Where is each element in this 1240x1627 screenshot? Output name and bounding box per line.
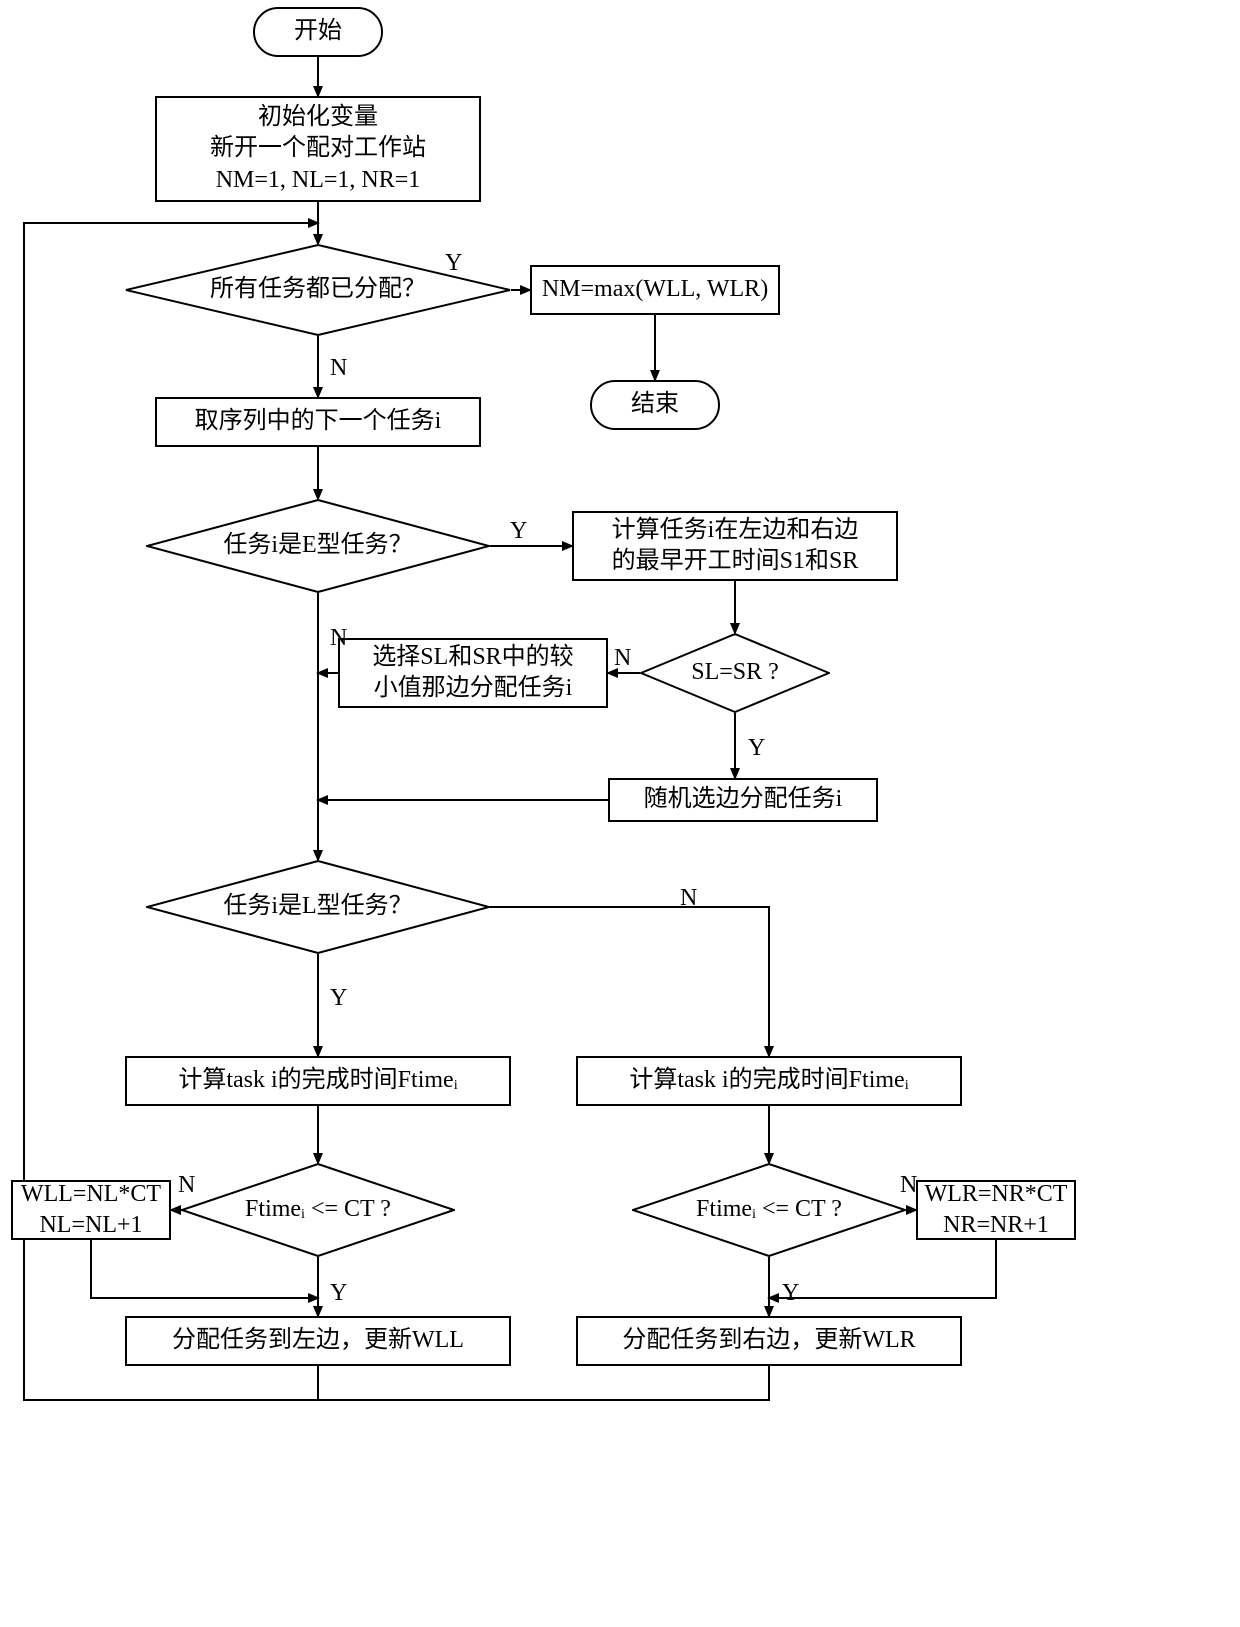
process-wll_box: WLL=NL*CT NL=NL+1 bbox=[11, 1180, 171, 1240]
terminal-start: 开始 bbox=[253, 7, 383, 57]
decision-label: Ftimeᵢ <= CT ? bbox=[632, 1163, 906, 1257]
process-calc_ft_l: 计算task i的完成时间Ftimeᵢ bbox=[125, 1056, 511, 1106]
decision-ft_ct_l: Ftimeᵢ <= CT ? bbox=[181, 1163, 455, 1257]
decision-label: 任务i是L型任务？ bbox=[146, 860, 490, 954]
process-random: 随机选边分配任务i bbox=[608, 778, 878, 822]
edge-label: Y bbox=[782, 1280, 799, 1307]
process-assign_l: 分配任务到左边，更新WLL bbox=[125, 1316, 511, 1366]
edge-label: Y bbox=[748, 735, 765, 762]
process-calc_ft_r: 计算task i的完成时间Ftimeᵢ bbox=[576, 1056, 962, 1106]
edge-label: N bbox=[178, 1172, 195, 1199]
edge-label: Y bbox=[445, 250, 462, 277]
process-next_task: 取序列中的下一个任务i bbox=[155, 397, 481, 447]
edge-label: Y bbox=[330, 985, 347, 1012]
process-wlr_box: WLR=NR*CT NR=NR+1 bbox=[916, 1180, 1076, 1240]
process-calc_s1sr: 计算任务i在左边和右边 的最早开工时间S1和SR bbox=[572, 511, 898, 581]
decision-sl_eq_sr: SL=SR ? bbox=[640, 633, 830, 713]
decision-label: 任务i是E型任务？ bbox=[146, 499, 490, 593]
decision-is_l: 任务i是L型任务？ bbox=[146, 860, 490, 954]
edge-label: Y bbox=[510, 518, 527, 545]
terminal-end: 结束 bbox=[590, 380, 720, 430]
process-nm_max: NM=max(WLL, WLR) bbox=[530, 265, 780, 315]
process-assign_r: 分配任务到右边，更新WLR bbox=[576, 1316, 962, 1366]
decision-label: Ftimeᵢ <= CT ? bbox=[181, 1163, 455, 1257]
edge-label: N bbox=[614, 645, 631, 672]
decision-is_e: 任务i是E型任务？ bbox=[146, 499, 490, 593]
decision-ft_ct_r: Ftimeᵢ <= CT ? bbox=[632, 1163, 906, 1257]
edge-label: N bbox=[680, 885, 697, 912]
decision-label: SL=SR ? bbox=[640, 633, 830, 713]
process-pick_small: 选择SL和SR中的较 小值那边分配任务i bbox=[338, 638, 608, 708]
edge-label: Y bbox=[330, 1280, 347, 1307]
edge-label: N bbox=[330, 625, 347, 652]
edge-label: N bbox=[900, 1172, 917, 1199]
process-init: 初始化变量 新开一个配对工作站 NM=1, NL=1, NR=1 bbox=[155, 96, 481, 202]
edge-label: N bbox=[330, 355, 347, 382]
